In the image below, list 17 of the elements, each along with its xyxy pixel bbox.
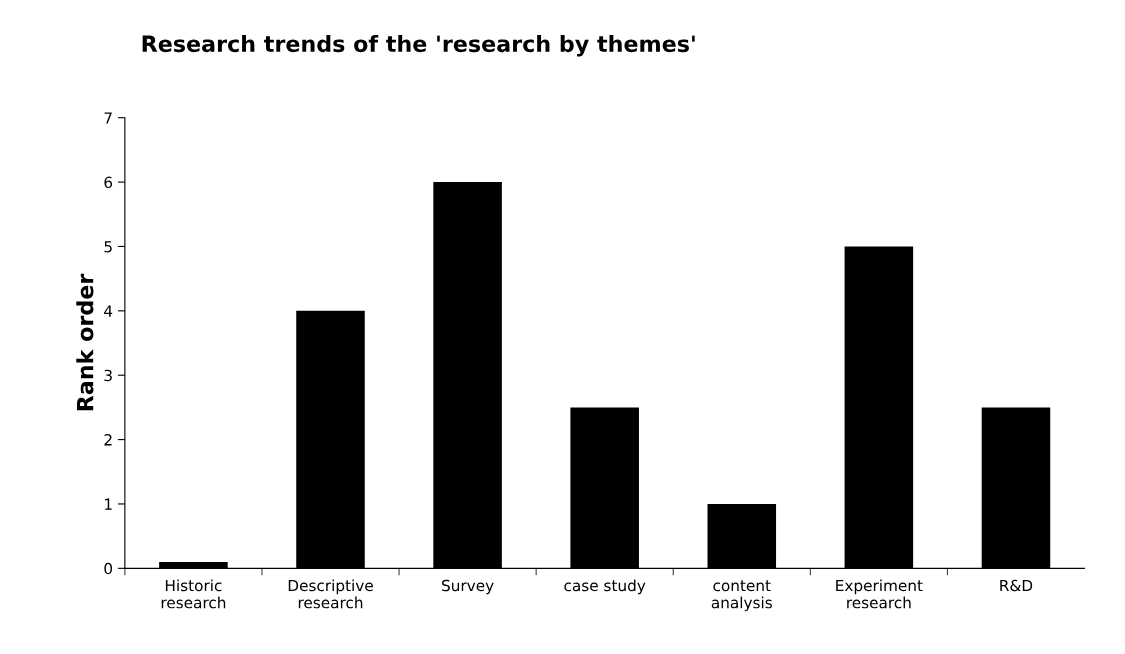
x-tick-label: R&D	[1000, 579, 1033, 592]
y-tick-label: 1	[105, 498, 112, 510]
x-tick-label: case study	[564, 579, 646, 595]
y-tick-label: 2	[104, 434, 112, 446]
y-tick-label: 0	[104, 562, 113, 575]
y-axis-title: Rank order	[76, 273, 94, 411]
y-tick-label: 7	[104, 112, 112, 124]
y-tick-label: 5	[104, 241, 112, 253]
y-tick-label: 3	[104, 369, 112, 382]
x-tick-label: Experiment research	[836, 579, 923, 609]
chart-title: Research trends of the 'research by themes'	[142, 34, 695, 57]
y-tick-label: 6	[104, 176, 113, 189]
x-tick-label: Survey	[442, 579, 494, 595]
x-tick-label: Descriptive research	[288, 579, 373, 609]
x-tick-label: Historic research	[161, 579, 226, 609]
y-tick-label: 4	[104, 305, 113, 317]
x-tick-label: content analysis	[711, 580, 772, 612]
